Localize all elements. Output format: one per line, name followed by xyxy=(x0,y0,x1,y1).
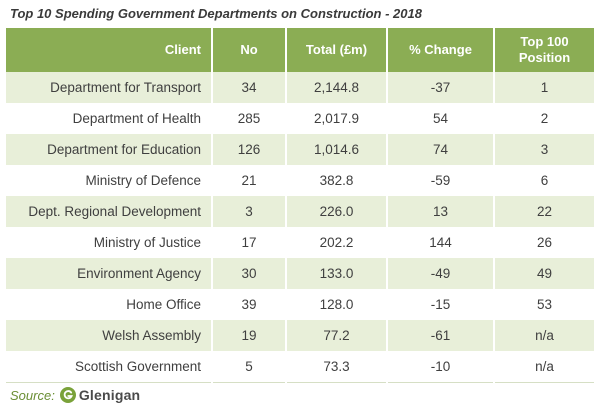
cell-client: Home Office xyxy=(6,289,212,320)
cell-client: Environment Agency xyxy=(6,258,212,289)
cell-position: 53 xyxy=(493,289,594,320)
cell-no: 5 xyxy=(211,351,286,383)
table-row: Dept. Regional Development 3 226.0 13 22 xyxy=(6,196,594,227)
glenigan-logo-text: Glenigan xyxy=(78,387,141,403)
page-title: Top 10 Spending Government Departments o… xyxy=(10,6,422,21)
cell-client: Dept. Regional Development xyxy=(6,196,212,227)
cell-change: -37 xyxy=(386,72,494,103)
cell-position: n/a xyxy=(493,320,594,351)
cell-position: 26 xyxy=(493,227,594,258)
cell-no: 3 xyxy=(211,196,286,227)
cell-total: 226.0 xyxy=(285,196,387,227)
header-total: Total (£m) xyxy=(285,28,387,72)
cell-total: 1,014.6 xyxy=(285,134,387,165)
table-row: Department of Health 285 2,017.9 54 2 xyxy=(6,103,594,134)
cell-position: 49 xyxy=(493,258,594,289)
cell-change: 13 xyxy=(386,196,494,227)
cell-client: Ministry of Justice xyxy=(6,227,212,258)
cell-position: 22 xyxy=(493,196,594,227)
cell-change: -61 xyxy=(386,320,494,351)
cell-total: 73.3 xyxy=(285,351,387,383)
cell-total: 2,144.8 xyxy=(285,72,387,103)
table-row: Department for Transport 34 2,144.8 -37 … xyxy=(6,72,594,103)
table-row: Welsh Assembly 19 77.2 -61 n/a xyxy=(6,320,594,351)
header-client: Client xyxy=(6,28,212,72)
cell-no: 30 xyxy=(211,258,286,289)
cell-total: 202.2 xyxy=(285,227,387,258)
table-row: Scottish Government 5 73.3 -10 n/a xyxy=(6,351,594,383)
header-change: % Change xyxy=(386,28,494,72)
cell-no: 126 xyxy=(211,134,286,165)
cell-change: -10 xyxy=(386,351,494,383)
cell-no: 39 xyxy=(211,289,286,320)
table-row: Ministry of Justice 17 202.2 144 26 xyxy=(6,227,594,258)
header-no: No xyxy=(211,28,286,72)
cell-change: -15 xyxy=(386,289,494,320)
cell-total: 77.2 xyxy=(285,320,387,351)
source-credit: Source: Glenigan xyxy=(10,384,140,406)
cell-no: 19 xyxy=(211,320,286,351)
cell-total: 133.0 xyxy=(285,258,387,289)
cell-change: -59 xyxy=(386,165,494,196)
cell-position: 1 xyxy=(493,72,594,103)
cell-change: 54 xyxy=(386,103,494,134)
cell-no: 285 xyxy=(211,103,286,134)
cell-client: Ministry of Defence xyxy=(6,165,212,196)
cell-no: 21 xyxy=(211,165,286,196)
cell-change: 74 xyxy=(386,134,494,165)
cell-client: Welsh Assembly xyxy=(6,320,212,351)
cell-position: 3 xyxy=(493,134,594,165)
source-label: Source: xyxy=(10,387,55,403)
cell-no: 34 xyxy=(211,72,286,103)
cell-total: 2,017.9 xyxy=(285,103,387,134)
cell-client: Department for Education xyxy=(6,134,212,165)
cell-change: 144 xyxy=(386,227,494,258)
table-row: Department for Education 126 1,014.6 74 … xyxy=(6,134,594,165)
cell-position: 2 xyxy=(493,103,594,134)
table-row: Home Office 39 128.0 -15 53 xyxy=(6,289,594,320)
glenigan-g-icon xyxy=(59,387,76,403)
cell-change: -49 xyxy=(386,258,494,289)
cell-client: Department for Transport xyxy=(6,72,212,103)
table-row: Environment Agency 30 133.0 -49 49 xyxy=(6,258,594,289)
cell-client: Department of Health xyxy=(6,103,212,134)
spending-table: Client No Total (£m) % Change Top 100 Po… xyxy=(6,28,594,383)
cell-no: 17 xyxy=(211,227,286,258)
table-header-row: Client No Total (£m) % Change Top 100 Po… xyxy=(6,28,594,72)
header-position: Top 100 Position xyxy=(493,28,594,72)
cell-total: 128.0 xyxy=(285,289,387,320)
cell-position: n/a xyxy=(493,351,594,383)
cell-position: 6 xyxy=(493,165,594,196)
cell-client: Scottish Government xyxy=(6,351,212,383)
cell-total: 382.8 xyxy=(285,165,387,196)
table-row: Ministry of Defence 21 382.8 -59 6 xyxy=(6,165,594,196)
